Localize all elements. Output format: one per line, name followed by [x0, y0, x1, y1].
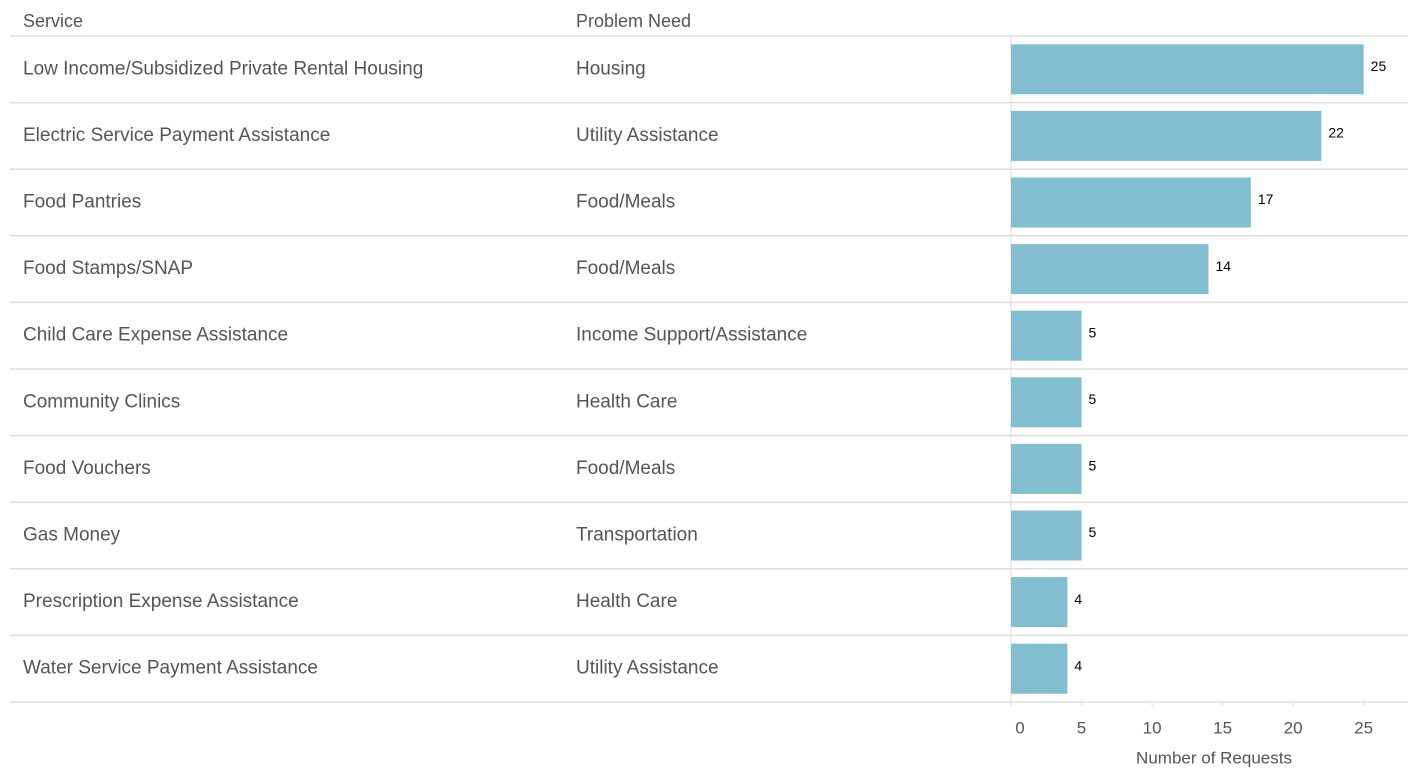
- problem-need-label: Utility Assistance: [576, 125, 719, 146]
- bar: [1011, 177, 1251, 228]
- x-tick-label: 10: [1143, 718, 1162, 737]
- value-label: 4: [1074, 657, 1082, 673]
- problem-need-label: Food/Meals: [576, 458, 675, 479]
- problem-need-label: Food/Meals: [576, 258, 675, 279]
- bar: [1011, 110, 1322, 161]
- bar: [1011, 377, 1082, 428]
- x-tick-label: 15: [1213, 718, 1232, 737]
- service-label: Water Service Payment Assistance: [23, 658, 318, 679]
- column-header: Service: [23, 11, 83, 31]
- bar: [1011, 443, 1082, 494]
- value-label: 4: [1074, 591, 1082, 607]
- x-tick-label: 25: [1354, 718, 1373, 737]
- service-label: Community Clinics: [23, 391, 180, 412]
- value-label: 5: [1089, 391, 1097, 407]
- service-label: Prescription Expense Assistance: [23, 591, 299, 612]
- value-label: 17: [1258, 191, 1274, 207]
- bar: [1011, 643, 1068, 694]
- problem-need-label: Utility Assistance: [576, 658, 719, 679]
- bar: [1011, 510, 1082, 561]
- problem-need-label: Health Care: [576, 391, 677, 412]
- problem-need-label: Housing: [576, 58, 646, 79]
- bar: [1011, 310, 1082, 361]
- problem-need-label: Transportation: [576, 525, 698, 546]
- x-tick-label: 20: [1284, 718, 1303, 737]
- column-header: Problem Need: [576, 11, 691, 31]
- service-label: Gas Money: [23, 525, 121, 546]
- service-label: Electric Service Payment Assistance: [23, 125, 330, 146]
- bar: [1011, 44, 1364, 95]
- service-label: Low Income/Subsidized Private Rental Hou…: [23, 58, 423, 79]
- service-label: Food Vouchers: [23, 458, 151, 479]
- value-label: 25: [1371, 58, 1387, 74]
- value-label: 5: [1089, 524, 1097, 540]
- value-label: 5: [1089, 458, 1097, 474]
- problem-need-label: Food/Meals: [576, 192, 675, 213]
- x-tick-label: 5: [1077, 718, 1086, 737]
- bar: [1011, 244, 1209, 295]
- value-label: 14: [1216, 258, 1232, 274]
- problem-need-label: Health Care: [576, 591, 677, 612]
- service-label: Food Pantries: [23, 192, 141, 213]
- x-axis-label: Number of Requests: [1136, 748, 1292, 767]
- service-label: Food Stamps/SNAP: [23, 258, 193, 279]
- service-label: Child Care Expense Assistance: [23, 325, 288, 346]
- value-label: 5: [1089, 324, 1097, 340]
- x-tick-label: 0: [1015, 718, 1024, 737]
- value-label: 22: [1328, 125, 1344, 141]
- problem-need-label: Income Support/Assistance: [576, 325, 807, 346]
- bar: [1011, 577, 1068, 628]
